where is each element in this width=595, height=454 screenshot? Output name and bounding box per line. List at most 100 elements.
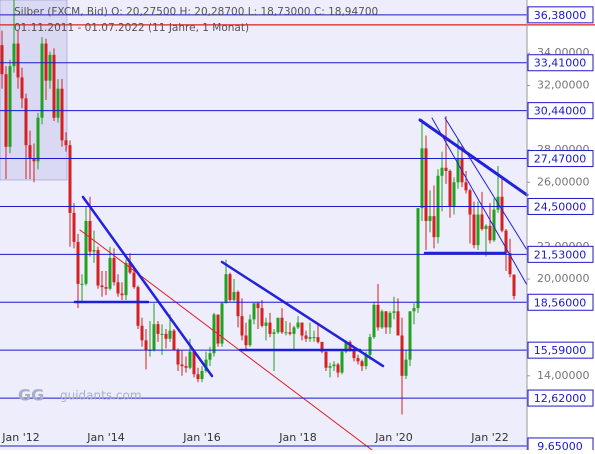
level-label: 18,56000 (534, 296, 587, 309)
candle-body (32, 158, 36, 162)
candle-body (84, 220, 88, 284)
candle-body (412, 308, 416, 312)
level-label-box (527, 150, 594, 168)
level-label: 15,59000 (534, 344, 587, 357)
candle-body (404, 359, 408, 376)
candle-body (508, 253, 512, 275)
x-tick-label: Jan '16 (182, 431, 220, 444)
candle-body (16, 43, 20, 78)
chart-period: 01.11.2011 - 01.07.2022 (11 Jahre, 1 Mon… (14, 22, 249, 34)
candle-body (440, 167, 444, 176)
candle-body (100, 285, 104, 288)
candle-body (120, 293, 124, 296)
y-tick-label: 32,00000 (537, 78, 590, 91)
level-label-box (527, 245, 594, 263)
candle-body (0, 45, 4, 75)
candle-body (80, 283, 84, 285)
level-label-box (527, 341, 594, 359)
candle-body (488, 225, 492, 241)
candle-body (28, 145, 32, 159)
level-label: 21,53000 (534, 248, 587, 261)
candle-body (324, 351, 328, 368)
level-label: 33,41000 (534, 57, 587, 70)
candle-body (308, 337, 312, 339)
candle-body (88, 220, 92, 252)
x-tick-label: Jan '18 (278, 431, 316, 444)
trend-line (79, 229, 373, 451)
candle-body (68, 145, 72, 213)
trend-line (81, 195, 214, 378)
candle-body (124, 262, 128, 296)
x-tick-label: Jan '20 (374, 431, 412, 444)
candle-body (136, 287, 140, 326)
candle-body (432, 216, 436, 238)
candle-body (476, 214, 480, 246)
candle-body (472, 214, 476, 246)
candle-body (360, 361, 364, 367)
candle-body (12, 43, 16, 67)
candle-body (312, 337, 316, 339)
candle-body (484, 225, 488, 230)
candle-body (236, 291, 240, 317)
candle-body (444, 167, 448, 171)
candle-body (188, 351, 192, 368)
candle-body (204, 359, 208, 371)
candle-body (184, 366, 188, 368)
candle-body (372, 304, 376, 338)
candle-body (40, 43, 44, 118)
y-tick-label: 20,00000 (537, 272, 590, 285)
candle-body (144, 340, 148, 350)
candle-body (292, 327, 296, 334)
level-label: 27,47000 (534, 153, 587, 166)
candle-body (96, 250, 100, 286)
candle-body (132, 272, 136, 288)
candle-body (428, 216, 432, 221)
level-label-box (527, 6, 594, 24)
watermark-logo: GG (18, 386, 44, 405)
candle-body (108, 258, 112, 289)
level-label: 30,44000 (534, 105, 587, 118)
candle-body (288, 332, 292, 334)
level-label-box (527, 389, 594, 407)
candle-body (396, 311, 400, 336)
candle-body (328, 366, 332, 368)
candle-body (44, 43, 48, 81)
candle-body (464, 182, 468, 191)
candle-body (424, 148, 428, 221)
level-label-box (527, 54, 594, 72)
candle-body (252, 303, 256, 320)
candle-body (480, 214, 484, 230)
candle-body (300, 322, 304, 336)
candle-body (152, 324, 156, 350)
candle-body (340, 351, 344, 373)
candle-body (156, 324, 160, 334)
candle-body (164, 333, 168, 339)
candle-body (332, 364, 336, 367)
candle-body (380, 311, 384, 328)
candle-body (504, 230, 508, 254)
candle-body (500, 196, 504, 231)
watermark: guidants.com (60, 389, 142, 403)
candle-body (20, 77, 24, 99)
candle-body (280, 317, 284, 333)
candle-body (356, 358, 360, 362)
x-tick-label: Jan '12 (1, 431, 39, 444)
candle-body (228, 274, 232, 300)
candle-body (456, 158, 460, 183)
candle-body (448, 170, 452, 207)
candle-body (416, 208, 420, 309)
trend-line (444, 117, 528, 251)
level-label-box (527, 102, 594, 120)
candle-body (24, 98, 28, 146)
trend-line (431, 117, 528, 286)
candle-body (176, 350, 180, 365)
y-tick-label: 26,00000 (537, 175, 590, 188)
candle-body (76, 241, 80, 284)
candle-body (52, 54, 56, 118)
candle-body (388, 312, 392, 328)
candle-body (160, 333, 164, 335)
candle-body (272, 332, 276, 334)
candle-body (232, 291, 236, 300)
trend-line (220, 260, 385, 368)
